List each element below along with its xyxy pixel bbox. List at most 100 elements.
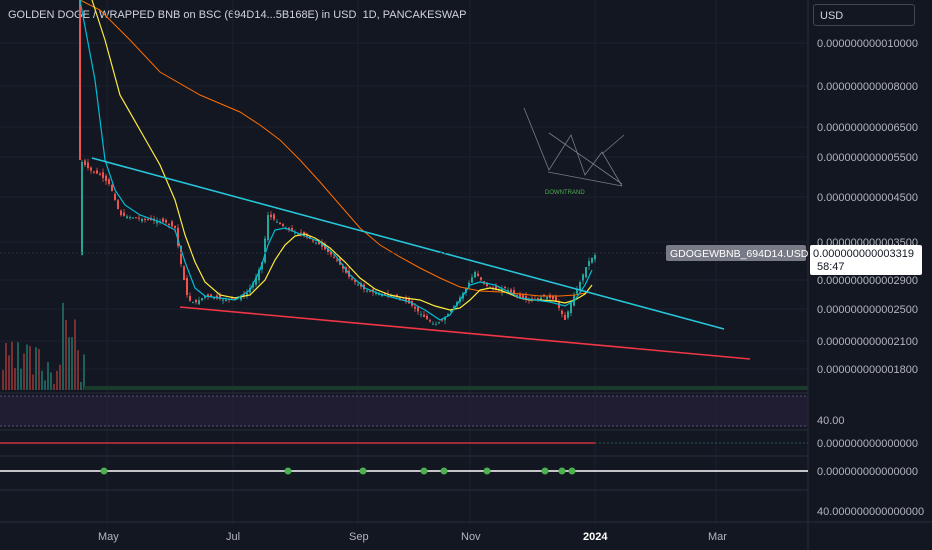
candle-body: [558, 302, 560, 308]
candle-body: [588, 261, 590, 266]
candle-body: [426, 315, 428, 320]
candle-body: [84, 160, 86, 165]
macd-value-label: 0.000000000000000: [817, 438, 918, 450]
candle-body: [267, 215, 269, 241]
candle-body: [282, 224, 284, 227]
candle-body: [390, 295, 392, 297]
candle-body: [198, 300, 200, 305]
candle-body: [180, 245, 182, 264]
candle-body: [351, 278, 353, 280]
candle-body: [333, 256, 335, 258]
volume-bar: [23, 353, 25, 390]
ema-fast-line: [79, 0, 593, 321]
rsi-value-label: 40.00: [817, 415, 845, 427]
candle-body: [246, 292, 248, 297]
volume-bar: [29, 346, 31, 390]
volume-bar: [5, 342, 7, 390]
candle-body: [552, 295, 554, 300]
y-tick: 0.000000000008000: [817, 81, 918, 93]
x-tick: 2024: [583, 531, 608, 543]
candle-body: [585, 267, 587, 278]
volume-bar: [83, 354, 85, 390]
candle-body: [453, 306, 455, 308]
candle-body: [423, 314, 425, 318]
price-axis[interactable]: 0.000000000010000 0.000000000008000 0.00…: [817, 38, 918, 376]
candle-body: [270, 214, 272, 218]
candle-body: [204, 296, 206, 299]
candle-body: [138, 217, 140, 219]
downtrend-sketch[interactable]: [523, 107, 625, 187]
candle-body: [123, 212, 125, 216]
trendline-upper[interactable]: [91, 157, 725, 330]
candle-body: [471, 277, 473, 283]
candle-body: [441, 319, 443, 321]
candle-body: [582, 274, 584, 281]
downtrend-label: DOWNTRAND: [545, 190, 585, 196]
volume-bar: [68, 337, 70, 390]
candle-body: [129, 217, 131, 218]
candle-body: [414, 306, 416, 309]
signal-dot: [440, 467, 448, 475]
signal-dot: [483, 467, 491, 475]
volume-bar: [65, 319, 67, 390]
volume-bar: [71, 337, 73, 390]
candle-body: [162, 218, 164, 222]
candle-body: [141, 218, 143, 222]
candle-body: [513, 290, 515, 295]
candle-body: [450, 310, 452, 312]
candle-body: [111, 185, 113, 191]
candle-body: [486, 282, 488, 286]
currency-selector[interactable]: USD: [813, 4, 915, 26]
candle-body: [258, 269, 260, 281]
candle-body: [186, 277, 188, 295]
signal-dots: [100, 467, 576, 475]
candle-body: [375, 292, 377, 294]
volume-bar: [17, 342, 19, 390]
candle-body: [114, 193, 116, 200]
candle-body: [177, 227, 179, 246]
candle-body: [381, 294, 383, 297]
volume-bars: [2, 302, 808, 390]
candle-body: [273, 214, 275, 220]
candle-body: [255, 277, 257, 285]
time-axis[interactable]: May Jul Sep Nov 2024 Mar: [98, 531, 727, 543]
candle-body: [366, 290, 368, 292]
y-tick: 0.000000000010000: [817, 38, 918, 50]
candle-body: [342, 266, 344, 269]
y-tick: 0.000000000005500: [817, 152, 918, 164]
candle-body: [168, 224, 170, 226]
candle-body: [108, 179, 110, 184]
candle-body: [174, 225, 176, 228]
grid: [0, 0, 808, 525]
candle-body: [540, 297, 542, 302]
volume-bar: [59, 364, 61, 390]
y-tick: 0.000000000004500: [817, 192, 918, 204]
ema-slow-line: [79, 0, 591, 297]
candle-body: [327, 248, 329, 252]
candle-body: [519, 293, 521, 298]
volume-bar: [11, 341, 13, 390]
candle-body: [132, 217, 134, 219]
candle-body: [147, 219, 149, 221]
volume-bar: [50, 372, 52, 390]
candle-body: [384, 292, 386, 295]
candle-body: [156, 220, 158, 224]
candle-body: [315, 242, 317, 244]
volume-bar: [47, 362, 49, 390]
candle-body: [183, 266, 185, 280]
candle-body: [135, 217, 137, 219]
candle-body: [510, 289, 512, 293]
trendline-lower[interactable]: [179, 306, 751, 360]
candle-body: [171, 221, 173, 227]
candle-body: [354, 280, 356, 282]
volume-bar: [80, 381, 82, 390]
candle-body: [126, 216, 128, 219]
candles: [79, 0, 596, 326]
candle-body: [522, 295, 524, 299]
candle-body: [537, 297, 539, 299]
candle-body: [222, 299, 224, 301]
candle-body: [90, 167, 92, 171]
candle-body: [591, 258, 593, 263]
volume-bar: [32, 374, 34, 390]
